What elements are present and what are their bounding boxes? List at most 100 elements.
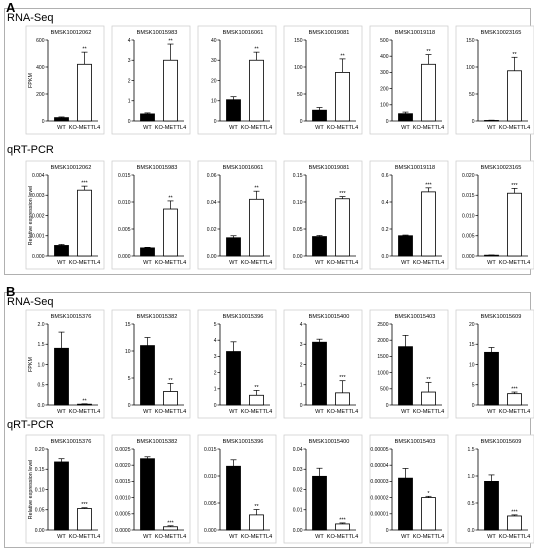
y-tick-label: 1 <box>214 387 217 393</box>
y-tick-label: 0.015 <box>118 173 131 179</box>
significance-marker: *** <box>167 520 174 526</box>
y-tick-label: 0 <box>386 528 389 534</box>
chart-title: BMSK10019081 <box>309 165 350 171</box>
chart-title: BMSK10015403 <box>395 439 436 445</box>
bar-wt <box>140 345 155 406</box>
chart-title: BMSK10015376 <box>51 314 92 320</box>
y-tick-label: 5 <box>214 322 217 328</box>
y-tick-label: 0.0015 <box>115 479 131 485</box>
y-tick-label: 3 <box>128 58 131 64</box>
x-tick-label: KO-METTL4 <box>155 125 186 131</box>
x-tick-label: KO-METTL4 <box>155 534 186 540</box>
significance-marker: ** <box>426 49 431 55</box>
x-tick-label: KO-METTL4 <box>327 260 358 266</box>
y-tick-label: 0.04 <box>207 200 217 206</box>
significance-marker: ** <box>254 504 259 510</box>
bar-wt <box>140 113 155 122</box>
chart-title: BMSK10019081 <box>309 30 350 36</box>
x-tick-label: KO-METTL4 <box>241 125 272 131</box>
chart-title: BMSK10016061 <box>223 165 264 171</box>
significance-marker: *** <box>339 517 346 523</box>
x-tick-label: WT <box>487 260 496 266</box>
y-tick-label: 0.0 <box>468 528 475 534</box>
bar-ko <box>163 526 178 531</box>
bar-ko <box>507 70 522 122</box>
bar-ko <box>335 198 350 257</box>
x-tick-label: WT <box>315 534 324 540</box>
bar-ko <box>507 515 522 531</box>
y-tick-label: 50 <box>469 92 475 98</box>
y-tick-label: 0.000 <box>32 254 45 260</box>
chart-title: BMSK10015983 <box>137 165 178 171</box>
bar-ko <box>421 191 436 257</box>
bar-ko <box>421 497 436 531</box>
bar-wt <box>312 236 327 257</box>
chart-title: BMSK10015400 <box>309 439 350 445</box>
x-tick-label: KO-METTL4 <box>327 534 358 540</box>
y-tick-label: 400 <box>36 65 45 71</box>
y-tick-label: 0.0 <box>382 254 389 260</box>
bar-ko <box>335 72 350 122</box>
significance-marker: ** <box>168 195 173 201</box>
y-tick-label: 0.000 <box>204 528 217 534</box>
bar-wt <box>226 465 241 531</box>
chart-title: BMSK10023165 <box>481 30 522 36</box>
y-tick-label: 15 <box>469 342 475 348</box>
y-tick-label: 0.5 <box>468 501 475 507</box>
y-tick-label: 0 <box>300 403 303 409</box>
y-tick-label: 1 <box>128 99 131 105</box>
y-tick-label: 0.00001 <box>370 512 388 518</box>
x-tick-label: KO-METTL4 <box>69 260 100 266</box>
y-tick-label: 0 <box>214 403 217 409</box>
y-tick-label: 0.20 <box>35 447 45 453</box>
chart-title: BMSK10023165 <box>481 165 522 171</box>
panel-a-letter: A <box>6 0 16 15</box>
chart-title: BMSK10019118 <box>395 165 435 171</box>
x-tick-label: WT <box>401 534 410 540</box>
y-tick-label: 1.0 <box>468 474 475 480</box>
chart-title: BMSK10015983 <box>137 30 178 36</box>
y-axis-label: FPKM <box>28 357 34 372</box>
y-tick-label: 0.004 <box>32 173 45 179</box>
x-tick-label: KO-METTL4 <box>499 409 530 415</box>
y-tick-label: 0.05 <box>35 508 45 514</box>
y-tick-label: 0.4 <box>382 200 389 206</box>
significance-marker: ** <box>168 39 173 45</box>
x-tick-label: WT <box>401 260 410 266</box>
bar-ko <box>77 508 92 531</box>
y-tick-label: 0 <box>472 119 475 125</box>
bar-ko <box>249 394 264 406</box>
x-tick-label: KO-METTL4 <box>69 125 100 131</box>
chart-title: BMSK10015376 <box>51 439 92 445</box>
y-tick-label: 0.01 <box>293 508 303 514</box>
y-tick-label: 0 <box>386 403 389 409</box>
x-tick-label: KO-METTL4 <box>69 409 100 415</box>
bar-wt <box>226 99 241 122</box>
x-tick-label: KO-METTL4 <box>413 409 444 415</box>
y-tick-label: 20 <box>469 322 475 328</box>
bar-ko <box>249 198 264 257</box>
y-tick-label: 0.0010 <box>115 495 131 501</box>
bar-wt <box>54 347 69 406</box>
x-tick-label: KO-METTL4 <box>499 125 530 131</box>
y-tick-label: 5 <box>128 376 131 382</box>
x-tick-label: WT <box>143 534 152 540</box>
x-tick-label: KO-METTL4 <box>499 534 530 540</box>
y-tick-label: 10 <box>125 349 131 355</box>
x-tick-label: WT <box>401 125 410 131</box>
y-tick-label: 10 <box>469 362 475 368</box>
bar-wt <box>398 346 413 406</box>
y-tick-label: 500 <box>380 38 389 44</box>
y-tick-label: 0 <box>300 119 303 125</box>
bar-wt <box>484 351 499 406</box>
y-tick-label: 5 <box>472 383 475 389</box>
x-tick-label: WT <box>57 534 66 540</box>
y-tick-label: 2 <box>300 362 303 368</box>
y-tick-label: 0.00004 <box>370 463 388 469</box>
y-tick-label: 0.010 <box>462 213 475 219</box>
y-tick-label: 2 <box>128 78 131 84</box>
x-tick-label: WT <box>229 409 238 415</box>
y-tick-label: 0.0025 <box>115 447 131 453</box>
bar-ko <box>507 192 522 257</box>
